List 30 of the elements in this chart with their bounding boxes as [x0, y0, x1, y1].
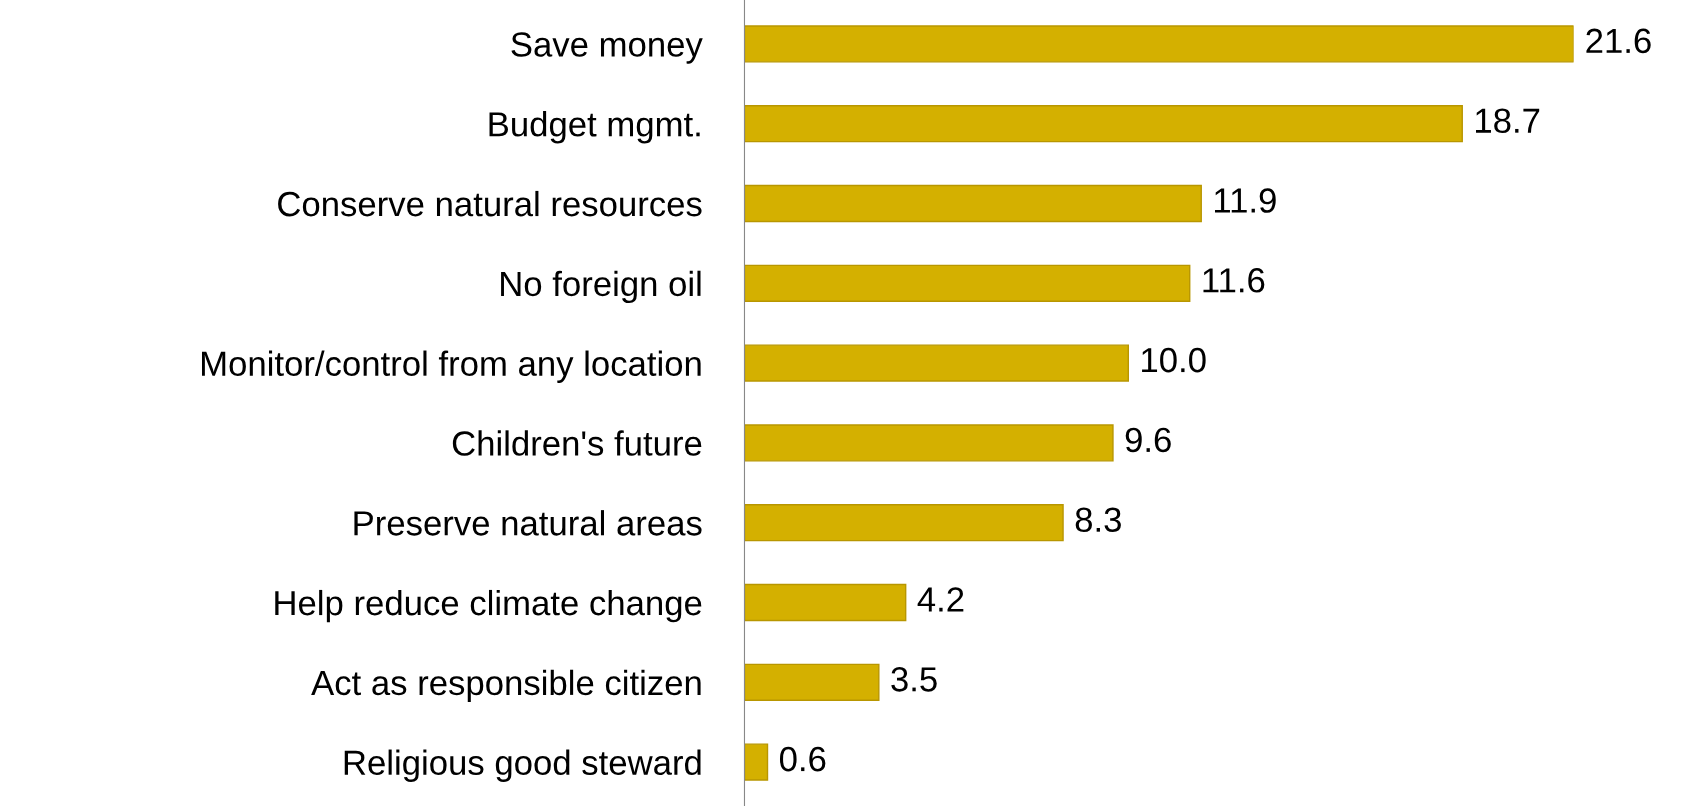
- data-label: 18.7: [1476, 108, 1540, 134]
- y-tick-label: Help reduce climate change: [275, 589, 702, 623]
- bar: [744, 25, 1574, 63]
- data-label: 0.6: [779, 746, 826, 772]
- y-tick-label: Conserve natural resources: [278, 190, 702, 217]
- y-tick-label: Monitor/control from any location: [202, 350, 701, 383]
- data-label: 4.2: [917, 587, 964, 612]
- bar: [744, 743, 769, 781]
- bar: [744, 344, 1130, 382]
- bar: [744, 504, 1064, 542]
- y-tick-label: No foreign oil: [501, 270, 701, 304]
- data-label: 10.0: [1142, 347, 1206, 373]
- y-tick-label: Religious good steward: [344, 749, 701, 782]
- data-label: 21.6: [1586, 28, 1651, 54]
- y-tick-label: Children's future: [452, 430, 702, 456]
- data-label: 11.9: [1215, 188, 1276, 213]
- y-tick-label: Budget mgmt.: [489, 111, 700, 144]
- bar: [744, 583, 907, 622]
- bar: [744, 184, 1202, 223]
- bar: [744, 264, 1191, 302]
- y-tick-label: Save money: [511, 32, 703, 64]
- bar: [744, 105, 1463, 143]
- y-tick-label: Act as responsible citizen: [311, 669, 701, 703]
- data-label: 11.6: [1203, 268, 1265, 293]
- data-label: 8.3: [1075, 507, 1121, 533]
- data-label: 3.5: [891, 667, 937, 692]
- bar: [744, 663, 880, 701]
- bar: [744, 424, 1114, 462]
- data-label: 9.6: [1125, 427, 1171, 453]
- y-tick-label: Preserve natural areas: [354, 510, 702, 536]
